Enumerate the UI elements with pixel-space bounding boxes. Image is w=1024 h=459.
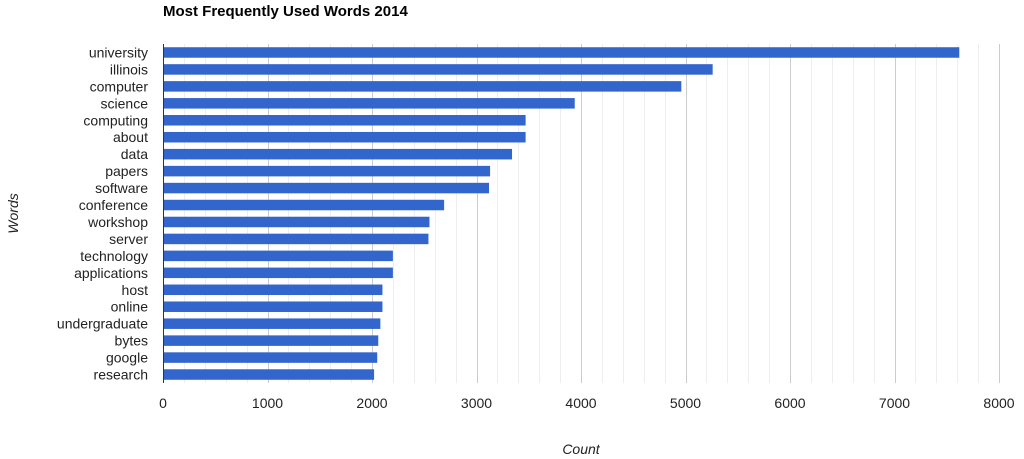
category-label: illinois: [110, 61, 148, 77]
bar: [164, 284, 383, 296]
category-label: software: [95, 180, 148, 196]
category-label: google: [106, 350, 148, 366]
category-label: about: [113, 129, 148, 145]
bar: [164, 318, 381, 329]
bar: [164, 64, 713, 75]
category-label: server: [109, 231, 148, 247]
category-label: science: [101, 95, 149, 111]
chart-title: Most Frequently Used Words 2014: [163, 3, 408, 20]
x-tick-label: 4000: [565, 395, 596, 411]
x-tick-label: 5000: [670, 395, 701, 411]
bar: [164, 369, 375, 380]
bar: [164, 199, 445, 211]
category-label: workshop: [87, 214, 148, 230]
category-labels: universityillinoiscomputersciencecomputi…: [57, 44, 148, 382]
x-tick-label: 2000: [356, 395, 387, 411]
bar: [164, 233, 429, 245]
category-label: bytes: [115, 333, 148, 349]
x-tick-label: 1000: [252, 395, 283, 411]
bar: [164, 335, 379, 346]
bar: [164, 131, 526, 143]
x-tick-label: 7000: [879, 395, 910, 411]
category-label: technology: [80, 248, 148, 264]
grid-lines: [163, 44, 1000, 383]
x-tick-label: 6000: [774, 395, 805, 411]
bar: [164, 301, 383, 312]
bar: [164, 148, 513, 160]
bar: [164, 98, 575, 109]
x-axis-title: Count: [562, 441, 600, 457]
bar: [164, 47, 960, 58]
bar: [164, 165, 491, 177]
x-tick-labels: 0 1000 2000 3000 4000 5000 6000 7000 8000: [159, 395, 1015, 411]
category-label: research: [94, 367, 148, 383]
category-label: papers: [105, 163, 148, 179]
category-label: computer: [90, 78, 149, 94]
x-tick-label: 8000: [983, 395, 1014, 411]
category-label: data: [121, 146, 148, 162]
bar: [164, 250, 393, 262]
bar: [164, 267, 393, 279]
category-label: conference: [79, 197, 148, 213]
bars: [164, 47, 960, 380]
bar: [164, 115, 526, 126]
x-tick-label: 3000: [461, 395, 492, 411]
x-tick-label: 0: [159, 395, 167, 411]
bar: [164, 352, 378, 363]
category-label: applications: [74, 265, 148, 281]
bar: [164, 81, 682, 92]
y-axis-title: Words: [5, 193, 21, 233]
category-label: online: [111, 299, 149, 315]
bar: [164, 182, 490, 194]
category-label: undergraduate: [57, 316, 148, 332]
category-label: host: [122, 282, 149, 298]
category-label: university: [89, 44, 148, 60]
bar: [164, 216, 430, 228]
category-label: computing: [83, 112, 148, 128]
